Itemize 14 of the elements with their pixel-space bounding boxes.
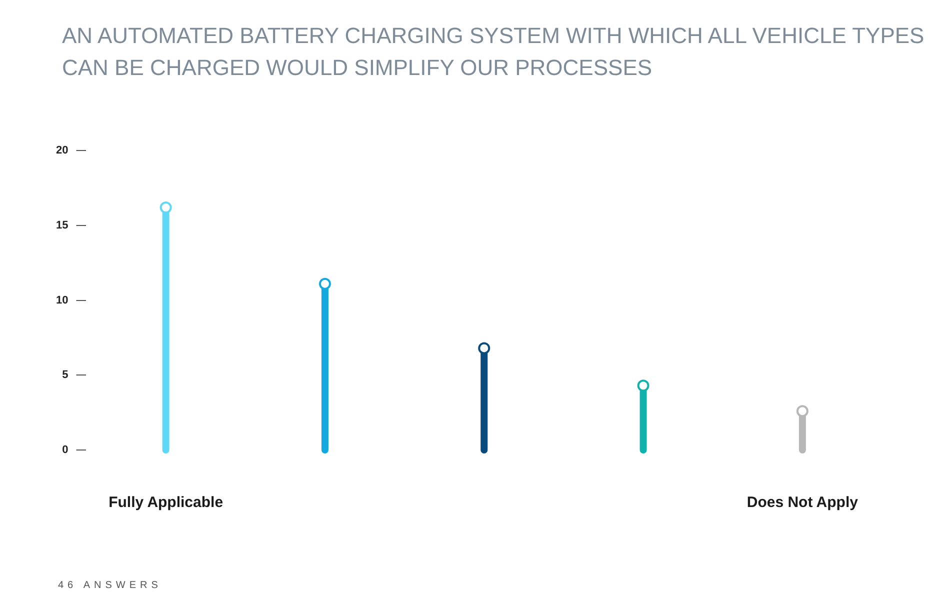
y-tick-label: 10 [56, 294, 68, 306]
point [796, 405, 808, 418]
text: 46 ANSWERS [58, 580, 162, 591]
y-tick-label: 20 [56, 144, 68, 157]
point [160, 201, 172, 214]
x-tick-label: Does Not Apply [746, 494, 859, 512]
y-tick-label: 5 [62, 369, 68, 382]
point [318, 278, 331, 290]
chart-title: AN AUTOMATED BATTERY CHARGING SYSTEM WITH WHICH ALL VEHICLE TYPES CAN BE CHARGED WOULD SIMPLIFY OUR PROCESSES [62, 22, 926, 82]
point [478, 342, 490, 354]
y-tick-label: 15 [56, 219, 68, 232]
point [637, 380, 650, 392]
y-tick-label: 0 [62, 444, 68, 456]
x-tick-label: Fully Applicable [108, 494, 224, 512]
